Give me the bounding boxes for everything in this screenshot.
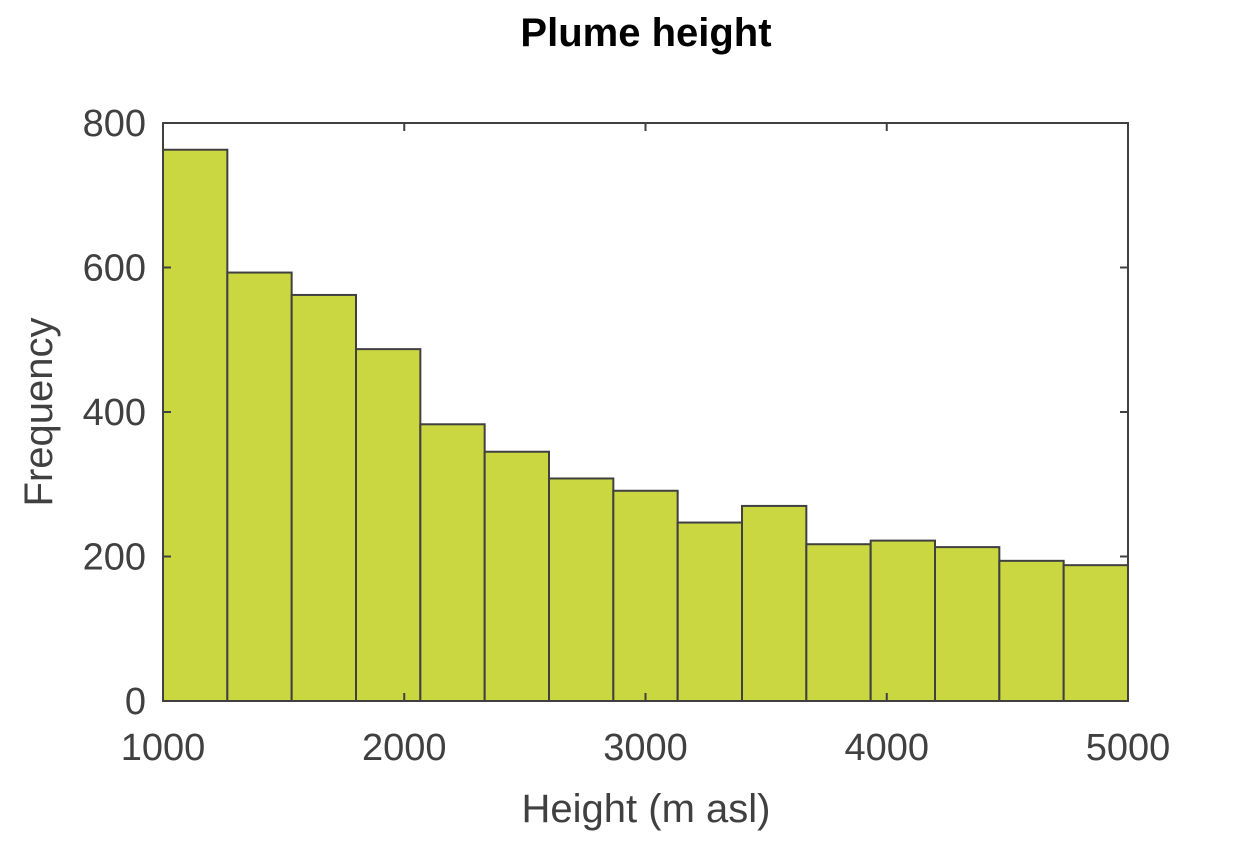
histogram-bar	[290, 293, 358, 702]
histogram-bar	[741, 504, 808, 702]
x-tick-label: 2000	[362, 727, 447, 769]
x-tick-label: 3000	[603, 727, 688, 769]
y-tick-label: 800	[83, 103, 146, 145]
histogram-bar	[805, 543, 872, 703]
histogram-bar	[676, 521, 744, 702]
histogram-bar	[1062, 564, 1129, 702]
histogram-bar	[483, 450, 551, 702]
histogram-bar	[869, 539, 937, 702]
x-tick-label: 1000	[121, 727, 206, 769]
histogram-bar	[226, 271, 293, 702]
histogram-bar	[355, 348, 422, 702]
tick-labels-group: 1000 2000 3000 4000 5000 0 200 400 600 800	[83, 103, 1171, 769]
histogram-bar	[548, 477, 615, 702]
histogram-bar	[998, 559, 1065, 703]
y-tick-label: 400	[83, 392, 146, 434]
histogram-bar	[162, 148, 229, 703]
ticks-group	[162, 122, 1129, 702]
bars-group	[162, 148, 1129, 703]
histogram-bar	[612, 489, 679, 702]
histogram-bar	[934, 546, 1001, 702]
y-axis-label: Frequency	[17, 318, 61, 507]
x-tick-label: 4000	[844, 727, 929, 769]
x-tick-label: 5000	[1086, 727, 1171, 769]
y-tick-label: 0	[125, 681, 146, 723]
y-tick-label: 600	[83, 248, 146, 290]
chart-title: Plume height	[520, 11, 771, 55]
histogram-bar	[419, 423, 486, 702]
x-axis-label: Height (m asl)	[522, 787, 771, 831]
y-tick-label: 200	[83, 537, 146, 579]
